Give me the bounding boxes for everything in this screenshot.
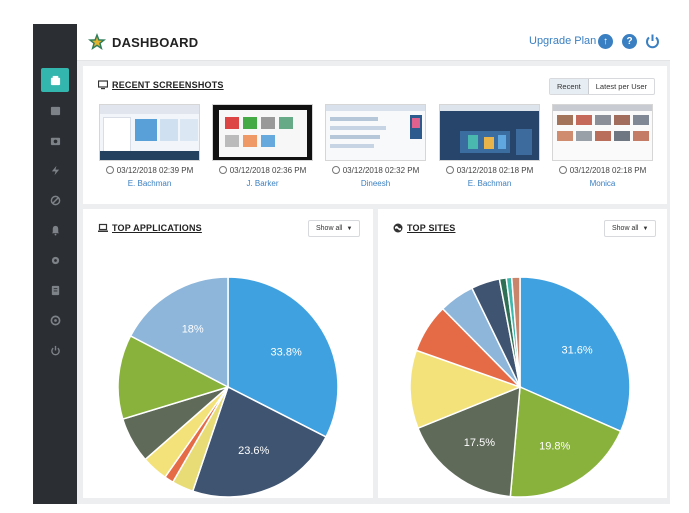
power-icon[interactable] bbox=[644, 33, 661, 50]
pie-slice-label: 19.8% bbox=[539, 441, 570, 453]
pie-slice[interactable] bbox=[117, 334, 230, 421]
screenshot-user[interactable]: J. Barker bbox=[246, 179, 279, 188]
screenshot-time: 03/12/2018 02:36 PM bbox=[229, 166, 307, 175]
screenshot-user[interactable]: E. Bachman bbox=[127, 179, 172, 188]
upload-icon[interactable]: ↑ bbox=[598, 34, 613, 49]
bolt-icon bbox=[51, 165, 59, 175]
sidebar-item-block[interactable] bbox=[41, 188, 69, 212]
pie-slice-label: 17.5% bbox=[464, 437, 495, 449]
pie-slice[interactable] bbox=[417, 385, 521, 498]
pie-slice-label: 31.6% bbox=[562, 345, 593, 357]
screenshot-card: 03/12/2018 02:18 PM E. Bachman bbox=[439, 104, 540, 188]
clock-icon bbox=[558, 166, 567, 174]
top-applications-panel: TOP APPLICATIONS Show all ▼ 33.8% 23.6% 18% bbox=[83, 209, 373, 498]
screenshot-card: 03/12/2018 02:18 PM Monica bbox=[552, 104, 653, 188]
folder-icon bbox=[50, 106, 60, 115]
clock-icon bbox=[331, 166, 340, 174]
logo-icon bbox=[88, 33, 106, 50]
top-sites-title: TOP SITES bbox=[407, 223, 456, 233]
sidebar-item-support[interactable] bbox=[41, 308, 69, 332]
dashboard-icon bbox=[50, 75, 60, 85]
clock-icon bbox=[218, 166, 227, 174]
globe-icon bbox=[393, 223, 403, 233]
sidebar-item-reports[interactable] bbox=[41, 278, 69, 302]
settings-icon bbox=[51, 256, 59, 264]
top-applications-pie-chart: 33.8% 23.6% 18% bbox=[117, 276, 339, 498]
screenshot-user[interactable]: Monica bbox=[589, 179, 616, 188]
screenshot-thumbnail[interactable] bbox=[439, 104, 540, 161]
help-icon[interactable]: ? bbox=[622, 34, 637, 49]
screenshot-time: 03/12/2018 02:32 PM bbox=[342, 166, 420, 175]
apps-show-all-label: Show all bbox=[316, 225, 343, 232]
screenshot-timestamp: 03/12/2018 02:18 PM bbox=[552, 166, 653, 175]
pie-slice-label: 18% bbox=[182, 324, 204, 336]
sidebar-item-dashboard[interactable] bbox=[41, 68, 69, 92]
apps-show-all-dropdown[interactable]: Show all ▼ bbox=[308, 220, 361, 237]
sidebar-item-folder[interactable] bbox=[41, 98, 69, 122]
support-icon bbox=[50, 315, 60, 325]
top-sites-header: TOP SITES bbox=[393, 223, 455, 233]
screenshot-timestamp: 03/12/2018 02:18 PM bbox=[439, 166, 540, 175]
clock-icon bbox=[445, 166, 454, 174]
top-bar: DASHBOARD Upgrade Plan ↑ ? bbox=[77, 24, 670, 61]
screenshot-timestamp: 03/12/2018 02:39 PM bbox=[99, 166, 200, 175]
sidebar-item-settings[interactable] bbox=[41, 248, 69, 272]
pie-slice[interactable] bbox=[129, 276, 229, 389]
block-icon bbox=[50, 195, 60, 205]
upgrade-plan-link[interactable]: Upgrade Plan bbox=[529, 35, 597, 47]
page-title: DASHBOARD bbox=[112, 35, 199, 50]
screenshot-card: 03/12/2018 02:39 PM E. Bachman bbox=[99, 104, 200, 188]
laptop-icon bbox=[98, 223, 108, 232]
pie-slice[interactable] bbox=[509, 385, 622, 498]
top-applications-header: TOP APPLICATIONS bbox=[98, 223, 202, 233]
chevron-down-icon: ▼ bbox=[346, 225, 353, 232]
screenshot-thumbnail[interactable] bbox=[552, 104, 653, 161]
screenshot-thumbnail[interactable] bbox=[325, 104, 426, 161]
chevron-down-icon: ▼ bbox=[642, 225, 649, 232]
camera-icon bbox=[50, 137, 60, 145]
recent-screenshots-title: RECENT SCREENSHOTS bbox=[112, 80, 224, 90]
top-applications-title: TOP APPLICATIONS bbox=[112, 223, 202, 233]
sidebar-item-alerts[interactable] bbox=[41, 218, 69, 242]
screenshot-time: 03/12/2018 02:39 PM bbox=[116, 166, 194, 175]
recent-tabs: Recent Latest per User bbox=[549, 78, 656, 95]
screenshot-timestamp: 03/12/2018 02:32 PM bbox=[325, 166, 426, 175]
screenshot-user[interactable]: Dineesh bbox=[360, 179, 391, 188]
screenshot-time: 03/12/2018 02:18 PM bbox=[569, 166, 647, 175]
recent-screenshots-header: RECENT SCREENSHOTS bbox=[98, 80, 224, 90]
pie-slice[interactable] bbox=[519, 276, 631, 433]
top-sites-panel: TOP SITES Show all ▼ 31.6% 19.8% 17.5% bbox=[378, 209, 667, 498]
pie-slice-label: 33.8% bbox=[271, 346, 302, 358]
top-sites-pie-chart: 31.6% 19.8% 17.5% bbox=[409, 276, 631, 498]
sites-show-all-label: Show all bbox=[612, 225, 639, 232]
sidebar-item-bolt[interactable] bbox=[41, 158, 69, 182]
power-icon bbox=[50, 345, 60, 355]
screenshot-thumbnail[interactable] bbox=[212, 104, 313, 161]
tab-latest-per-user[interactable]: Latest per User bbox=[595, 82, 648, 91]
screenshot-card: 03/12/2018 02:32 PM Dineesh bbox=[325, 104, 426, 188]
sites-show-all-dropdown[interactable]: Show all ▼ bbox=[604, 220, 657, 237]
pie-slice[interactable] bbox=[227, 276, 339, 438]
tab-recent[interactable]: Recent bbox=[550, 79, 589, 94]
screenshot-thumbnail[interactable] bbox=[99, 104, 200, 161]
sidebar bbox=[33, 24, 77, 504]
pie-slice-label: 23.6% bbox=[238, 445, 269, 457]
pie-slice[interactable] bbox=[191, 385, 328, 498]
recent-screenshots-panel: RECENT SCREENSHOTS Recent Latest per Use… bbox=[83, 66, 667, 204]
app-window: DASHBOARD Upgrade Plan ↑ ? RECENT SCREEN… bbox=[33, 24, 670, 504]
clock-icon bbox=[105, 166, 114, 174]
screenshot-user[interactable]: E. Bachman bbox=[467, 179, 512, 188]
document-icon bbox=[51, 285, 59, 295]
screenshot-time: 03/12/2018 02:18 PM bbox=[456, 166, 534, 175]
monitor-icon bbox=[98, 80, 108, 90]
sidebar-item-logout[interactable] bbox=[41, 338, 69, 362]
pie-slice[interactable] bbox=[409, 349, 523, 430]
screenshot-card: 03/12/2018 02:36 PM J. Barker bbox=[212, 104, 313, 188]
bell-icon bbox=[51, 225, 59, 236]
screenshot-timestamp: 03/12/2018 02:36 PM bbox=[212, 166, 313, 175]
sidebar-item-camera[interactable] bbox=[41, 128, 69, 152]
pie-slice[interactable] bbox=[510, 276, 521, 388]
